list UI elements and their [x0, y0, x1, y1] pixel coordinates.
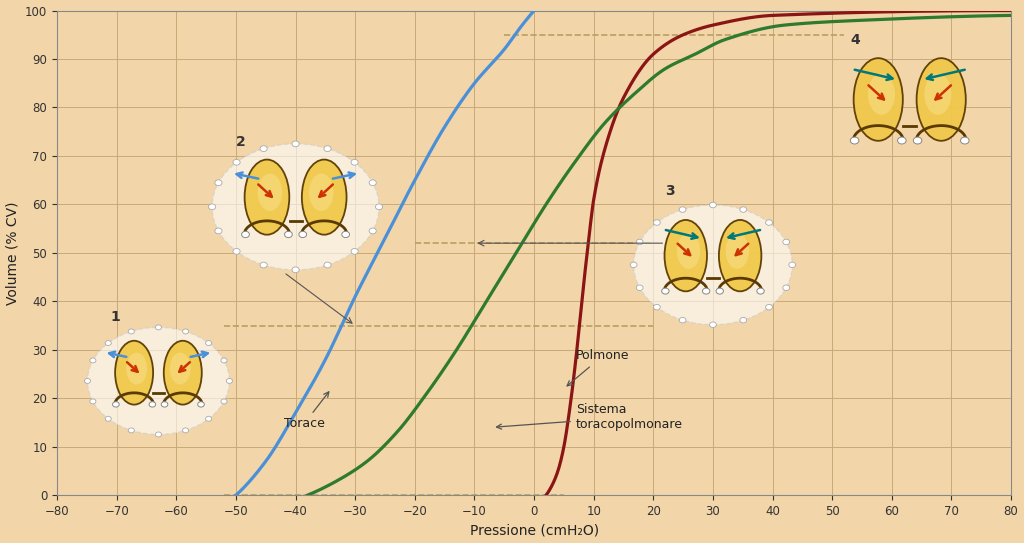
Ellipse shape — [719, 220, 762, 292]
Ellipse shape — [679, 318, 686, 323]
Ellipse shape — [182, 329, 188, 334]
Ellipse shape — [126, 352, 147, 384]
Ellipse shape — [961, 137, 969, 144]
Ellipse shape — [916, 58, 966, 141]
Text: 4: 4 — [850, 34, 860, 47]
Ellipse shape — [87, 327, 229, 434]
Ellipse shape — [679, 207, 686, 212]
Ellipse shape — [285, 231, 292, 238]
Ellipse shape — [206, 416, 212, 421]
Ellipse shape — [113, 402, 119, 407]
Ellipse shape — [161, 402, 168, 407]
Ellipse shape — [309, 174, 334, 211]
Ellipse shape — [128, 329, 134, 334]
Ellipse shape — [665, 220, 707, 292]
Ellipse shape — [677, 233, 700, 269]
Ellipse shape — [376, 204, 383, 210]
Ellipse shape — [226, 378, 232, 383]
Ellipse shape — [653, 305, 660, 310]
Ellipse shape — [242, 231, 250, 238]
Ellipse shape — [206, 340, 212, 345]
Ellipse shape — [913, 137, 922, 144]
Ellipse shape — [233, 249, 241, 254]
Ellipse shape — [369, 180, 376, 186]
Ellipse shape — [740, 318, 746, 323]
Ellipse shape — [782, 239, 790, 245]
Ellipse shape — [260, 262, 267, 268]
Ellipse shape — [258, 174, 283, 211]
Ellipse shape — [156, 325, 162, 330]
Ellipse shape — [221, 399, 227, 404]
Text: Torace: Torace — [284, 392, 329, 430]
Ellipse shape — [710, 322, 717, 327]
Ellipse shape — [630, 262, 637, 268]
Y-axis label: Volume (% CV): Volume (% CV) — [5, 201, 19, 305]
Ellipse shape — [164, 341, 202, 405]
Ellipse shape — [84, 378, 90, 383]
Ellipse shape — [351, 249, 358, 254]
Ellipse shape — [634, 205, 793, 325]
Ellipse shape — [90, 399, 96, 404]
Ellipse shape — [292, 267, 299, 273]
Ellipse shape — [716, 288, 723, 294]
Ellipse shape — [105, 416, 112, 421]
X-axis label: Pressione (cmH₂O): Pressione (cmH₂O) — [470, 523, 599, 538]
Ellipse shape — [233, 159, 241, 165]
Text: 1: 1 — [111, 310, 121, 324]
Ellipse shape — [782, 285, 790, 291]
Ellipse shape — [105, 340, 112, 345]
Ellipse shape — [115, 341, 154, 405]
Ellipse shape — [788, 262, 796, 268]
Ellipse shape — [351, 159, 358, 165]
Ellipse shape — [215, 180, 222, 186]
Ellipse shape — [702, 288, 710, 294]
Ellipse shape — [898, 137, 906, 144]
Text: 2: 2 — [236, 135, 246, 149]
Text: Polmone: Polmone — [567, 350, 630, 386]
Ellipse shape — [342, 231, 349, 238]
Ellipse shape — [245, 160, 290, 235]
Ellipse shape — [150, 402, 156, 407]
Ellipse shape — [182, 428, 188, 433]
Ellipse shape — [766, 305, 772, 310]
Ellipse shape — [156, 432, 162, 437]
Ellipse shape — [170, 352, 190, 384]
Ellipse shape — [212, 144, 379, 270]
Ellipse shape — [757, 288, 764, 294]
Ellipse shape — [215, 228, 222, 234]
Ellipse shape — [740, 207, 746, 212]
Ellipse shape — [854, 58, 903, 141]
Ellipse shape — [302, 160, 346, 235]
Ellipse shape — [925, 73, 951, 115]
Ellipse shape — [198, 402, 205, 407]
Ellipse shape — [324, 262, 331, 268]
Ellipse shape — [324, 146, 331, 151]
Ellipse shape — [653, 220, 660, 225]
Text: Sistema
toracopolmonare: Sistema toracopolmonare — [497, 403, 683, 431]
Ellipse shape — [299, 231, 306, 238]
Ellipse shape — [766, 220, 772, 225]
Ellipse shape — [726, 233, 749, 269]
Ellipse shape — [128, 428, 134, 433]
Ellipse shape — [90, 358, 96, 363]
Ellipse shape — [850, 137, 859, 144]
Ellipse shape — [662, 288, 669, 294]
Ellipse shape — [710, 202, 717, 208]
Ellipse shape — [636, 285, 643, 291]
Ellipse shape — [292, 141, 299, 147]
Ellipse shape — [636, 239, 643, 245]
Ellipse shape — [260, 146, 267, 151]
Ellipse shape — [369, 228, 376, 234]
Ellipse shape — [868, 73, 895, 115]
Ellipse shape — [209, 204, 216, 210]
Ellipse shape — [221, 358, 227, 363]
Text: 3: 3 — [666, 184, 675, 198]
